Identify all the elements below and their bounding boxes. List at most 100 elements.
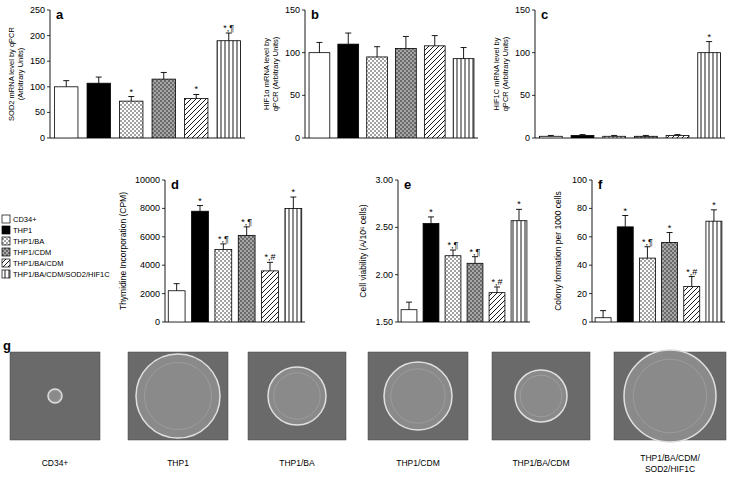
micrograph <box>128 352 228 440</box>
bar <box>367 57 388 138</box>
tick-label: 150 <box>30 56 45 66</box>
tick-label: 100 <box>30 82 45 92</box>
legend-label: CD34+ <box>13 215 37 224</box>
annotation: * <box>707 32 711 42</box>
bar <box>603 136 626 138</box>
legend-swatch <box>2 259 10 267</box>
legend-label: THP1/BA <box>13 237 44 246</box>
annotation: * <box>712 200 716 210</box>
tick-label: 6000 <box>140 232 160 242</box>
x-axis <box>50 138 245 139</box>
tick-label: 50 <box>35 107 45 117</box>
caption: THP1/BA/CDM <box>512 458 569 468</box>
bar <box>539 136 562 138</box>
error-bar <box>428 217 434 224</box>
tick-label: 1.50 <box>375 317 393 327</box>
bar <box>192 211 209 322</box>
legend-label: THP1/BA/CDM/SOD2/HIF1C <box>13 270 110 279</box>
annotation: * <box>194 84 198 94</box>
error-bar <box>711 210 717 221</box>
colony <box>48 389 62 403</box>
axis-title: HIF1α mRNA level by <box>262 38 271 110</box>
error-bar <box>643 135 649 137</box>
error-bar <box>345 33 351 44</box>
colony <box>136 354 220 438</box>
figure: 050100150200250SOD2 mRNA level by qPCR(A… <box>0 0 733 488</box>
error-bar <box>220 244 226 250</box>
error-bar <box>494 287 500 293</box>
panel: 050100150200250SOD2 mRNA level by qPCR(A… <box>7 5 245 143</box>
bar <box>467 263 483 322</box>
bar <box>662 242 678 322</box>
tick-label: 100 <box>515 48 530 58</box>
annotation: *,¶ <box>470 247 481 257</box>
bar <box>401 310 417 322</box>
colony-texture <box>633 359 707 433</box>
marks <box>401 209 527 322</box>
panel-label: g <box>3 338 11 353</box>
x-axis <box>398 322 530 323</box>
bar <box>120 101 143 138</box>
x-axis <box>535 138 725 139</box>
legend-swatch <box>2 215 10 223</box>
bar <box>238 235 255 322</box>
bar <box>666 135 689 138</box>
annotation: *,# <box>686 267 697 277</box>
error-bar <box>316 42 322 52</box>
tick-label: 20 <box>577 289 587 299</box>
bar <box>285 208 302 322</box>
axis-title: Colony formation per 1000 cells <box>553 191 563 311</box>
error-bar <box>450 250 456 256</box>
tick-label: 0 <box>40 133 45 143</box>
bar <box>55 87 78 138</box>
legend-swatch <box>2 248 10 256</box>
bar <box>684 287 700 323</box>
tick-label: 4000 <box>140 260 160 270</box>
error-bar <box>403 36 409 48</box>
tick-label: 80 <box>577 203 587 213</box>
panel-label: f <box>598 177 603 192</box>
bar <box>706 221 722 322</box>
annotation: *,¶ <box>642 237 653 247</box>
marks <box>539 42 720 138</box>
caption: THP1/BA/CDM/ <box>640 453 700 463</box>
axis-title: Cell viability (A/10⁶ cells) <box>358 204 368 297</box>
tick-label: 50 <box>520 90 530 100</box>
tick-label: 200 <box>30 31 45 41</box>
tick-label: 50 <box>290 90 300 100</box>
error-bar <box>226 33 232 41</box>
error-bar <box>432 36 438 46</box>
annotation: *,¶ <box>223 23 234 33</box>
caption: SOD2/HIF1C <box>645 464 695 474</box>
colony <box>384 362 452 430</box>
error-bar <box>96 77 102 83</box>
error-bar <box>63 81 69 87</box>
tick-label: 0 <box>582 317 587 327</box>
tick-label: 0 <box>155 317 160 327</box>
tick-label: 100 <box>285 48 300 58</box>
colony-texture <box>49 390 60 401</box>
bar <box>423 224 439 322</box>
error-bar <box>193 94 199 98</box>
bar <box>87 83 110 138</box>
caption: CD34+ <box>42 458 69 468</box>
error-bar <box>197 206 203 212</box>
colony-texture <box>144 362 211 429</box>
error-bar <box>675 134 681 136</box>
error-bar <box>406 302 412 310</box>
tick-label: 100 <box>572 175 587 185</box>
y-axis <box>592 180 593 322</box>
micrograph <box>492 352 590 440</box>
annotation: * <box>292 187 296 197</box>
colony <box>268 367 326 425</box>
bar <box>168 291 185 322</box>
error-bar <box>580 134 586 136</box>
bar <box>617 227 633 322</box>
bar <box>424 46 445 138</box>
error-bar <box>374 47 380 57</box>
panel-label: d <box>171 177 179 192</box>
error-bar <box>516 209 522 220</box>
caption: THP1/CDM <box>396 458 439 468</box>
panel: 0200040006000800010000Thymidine Incorpor… <box>118 175 305 327</box>
bar <box>152 79 175 138</box>
